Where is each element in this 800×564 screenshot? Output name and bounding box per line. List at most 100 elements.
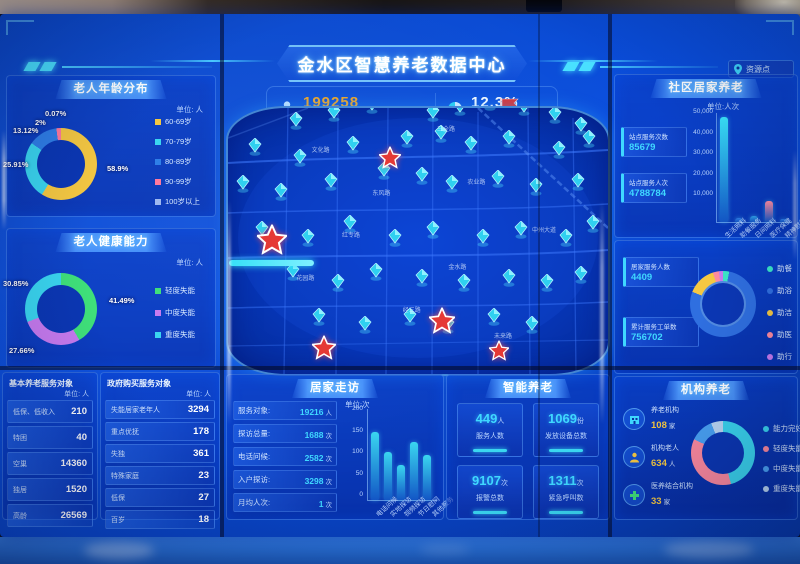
visit-stat-list: 服务对象: 19216 人探访总量: 1688 次电话问候: 2582 次入户探访: 3298… bbox=[233, 401, 337, 516]
map-pin-marker[interactable] bbox=[426, 108, 440, 127]
panel-gov-purchase-table: 政府购买服务对象 单位: 人 失能居家老年人 3294 重点优抚 178 失独 361 特殊… bbox=[100, 372, 220, 529]
row-label: 空巢 bbox=[13, 460, 27, 468]
row-label: 失能居家老年人 bbox=[111, 406, 160, 414]
row-value: 26569 bbox=[60, 510, 87, 521]
stat-unit: 人 bbox=[325, 409, 333, 417]
service-legend: 助餐 助浴 助洁 助医 助行 bbox=[767, 263, 792, 362]
map-star-marker[interactable] bbox=[377, 145, 403, 173]
map-star-marker[interactable] bbox=[255, 222, 289, 260]
map-pin-marker[interactable] bbox=[366, 108, 379, 119]
bar bbox=[410, 441, 418, 500]
district-map[interactable]: 文化路 三全路 东风路 农业路 红专路 金水路 花园路 中州大道 经三路 未来路 bbox=[226, 106, 610, 376]
map-pin-marker[interactable] bbox=[548, 108, 562, 129]
map-pin-marker[interactable] bbox=[518, 108, 531, 121]
ceiling-wall bbox=[0, 0, 800, 26]
row-label: 独居 bbox=[13, 486, 27, 494]
legend-label: 重度失能 bbox=[773, 484, 800, 493]
map-pin-marker[interactable] bbox=[514, 220, 528, 244]
map-pin-marker[interactable] bbox=[327, 108, 341, 127]
map-pin-marker[interactable] bbox=[236, 174, 250, 198]
page-title: 金水区智慧养老数据中心 bbox=[297, 56, 507, 75]
map-pin-marker[interactable] bbox=[324, 172, 338, 196]
stat-value: 756702 bbox=[631, 332, 663, 343]
map-pin-marker[interactable] bbox=[552, 140, 566, 164]
stat-label: 站点服务次数 bbox=[629, 134, 668, 141]
stat-value: 634 bbox=[651, 458, 667, 469]
wall-glare bbox=[84, 541, 154, 559]
map-pin-marker[interactable] bbox=[582, 129, 596, 153]
map-pin-marker[interactable] bbox=[586, 214, 600, 238]
unit-label: 单位:人次 bbox=[707, 102, 740, 111]
title-wing-left bbox=[150, 60, 275, 62]
map-pin-marker[interactable] bbox=[396, 108, 409, 113]
map-street-label: 金水路 bbox=[448, 265, 467, 272]
map-pin-marker[interactable] bbox=[293, 148, 307, 172]
legend-item: 轻度失能 bbox=[155, 285, 195, 296]
map-pin-marker[interactable] bbox=[346, 135, 360, 159]
smart-card: 449人 服务人数 bbox=[457, 403, 523, 457]
location-pin-icon bbox=[734, 63, 742, 75]
map-pin-marker[interactable] bbox=[457, 273, 471, 297]
map-pin-marker[interactable] bbox=[559, 228, 573, 252]
map-pin-marker[interactable] bbox=[426, 220, 440, 244]
map-star-marker[interactable] bbox=[487, 339, 511, 365]
map-pin-marker[interactable] bbox=[476, 228, 490, 252]
map-pin-marker[interactable] bbox=[571, 172, 585, 196]
map-pin-marker[interactable] bbox=[403, 307, 417, 331]
table-row: 特殊家庭 23 bbox=[105, 466, 215, 485]
row-label: 特困 bbox=[13, 434, 27, 442]
map-pin-marker[interactable] bbox=[502, 129, 516, 153]
bar-category-label: 医疗保健 bbox=[769, 217, 794, 240]
community-x-labels: 生活照料 助餐服务 日间照料 医疗保健 精神慰藉 bbox=[720, 217, 800, 240]
stat-value: 33 bbox=[651, 496, 662, 507]
map-pin-marker[interactable] bbox=[369, 262, 383, 286]
map-pin-marker[interactable] bbox=[331, 273, 345, 297]
stat-value: 2582 bbox=[304, 452, 324, 463]
pct-label: 30.85% bbox=[3, 279, 29, 288]
bar bbox=[371, 431, 379, 500]
legend-label: 助餐 bbox=[777, 264, 792, 273]
legend-label: 轻度失能 bbox=[773, 444, 800, 453]
map-pin-marker[interactable] bbox=[312, 307, 326, 331]
row-value: 210 bbox=[71, 406, 87, 417]
bar-category-label: 精神慰藉 bbox=[784, 217, 800, 240]
institution-stat: 养老机构 108 家 bbox=[623, 405, 679, 433]
map-pin-marker[interactable] bbox=[445, 174, 459, 198]
map-star-marker[interactable] bbox=[427, 306, 457, 339]
legend-item: 重度失能 bbox=[763, 483, 800, 494]
map-pin-marker[interactable] bbox=[415, 268, 429, 292]
legend-swatch bbox=[155, 118, 161, 125]
map-star-marker[interactable] bbox=[310, 334, 338, 365]
map-street-label: 花园路 bbox=[296, 275, 315, 282]
map-pin-marker[interactable] bbox=[525, 315, 539, 339]
page-title-banner: 金水区智慧养老数据中心 bbox=[277, 45, 527, 82]
map-pin-marker[interactable] bbox=[464, 135, 478, 159]
map-pin-marker[interactable] bbox=[487, 307, 501, 331]
map-pin-marker[interactable] bbox=[274, 182, 288, 206]
legend-label: 中度失能 bbox=[773, 464, 800, 473]
row-label: 低保 bbox=[111, 494, 125, 502]
stat-value: 85679 bbox=[629, 142, 656, 153]
map-pin-marker[interactable] bbox=[491, 169, 505, 193]
map-pin-marker[interactable] bbox=[400, 129, 414, 153]
map-pin-marker[interactable] bbox=[529, 177, 543, 201]
map-pin-marker[interactable] bbox=[388, 228, 402, 252]
map-pin-marker[interactable] bbox=[540, 273, 554, 297]
map-pin-marker[interactable] bbox=[434, 124, 448, 148]
map-pin-marker[interactable] bbox=[415, 166, 429, 190]
map-pin-marker[interactable] bbox=[453, 108, 466, 121]
map-pin-marker[interactable] bbox=[289, 111, 303, 135]
map-pin-marker[interactable] bbox=[574, 116, 588, 140]
map-pin-marker[interactable] bbox=[358, 315, 372, 339]
map-pin-marker[interactable] bbox=[343, 214, 357, 238]
map-pin-marker[interactable] bbox=[502, 268, 516, 292]
legend-label: 90-99岁 bbox=[165, 177, 192, 186]
map-pin-marker[interactable] bbox=[248, 137, 262, 161]
dashboard-screen: 金水区智慧养老数据中心 资源点 bbox=[0, 14, 800, 537]
corner-bracket bbox=[6, 20, 34, 35]
map-pin-marker[interactable] bbox=[301, 228, 315, 252]
map-pin-marker[interactable] bbox=[484, 108, 497, 116]
deco-line-left bbox=[62, 66, 212, 68]
map-pin-marker[interactable] bbox=[574, 265, 588, 289]
panel-institution-care: 机构养老 养老机构 108 家机构老人 634 人医养结合机构 33 家 能力完好 轻度失能中… bbox=[614, 376, 800, 520]
